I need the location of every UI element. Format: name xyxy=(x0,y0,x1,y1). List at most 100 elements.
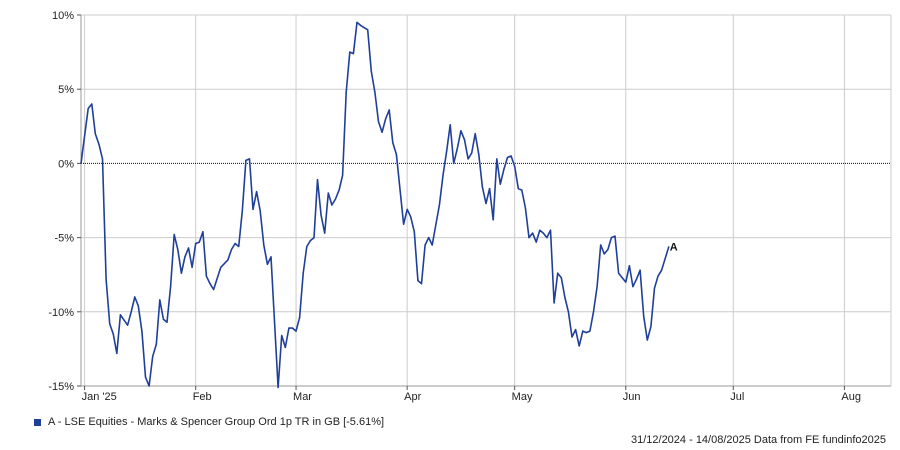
data-point xyxy=(446,150,448,153)
data-point xyxy=(406,208,408,210)
data-point xyxy=(575,329,577,331)
data-point xyxy=(155,343,157,345)
data-point xyxy=(338,189,340,191)
data-point xyxy=(180,272,182,274)
data-point xyxy=(571,336,573,338)
data-point xyxy=(467,158,469,160)
data-point xyxy=(141,330,143,332)
data-point xyxy=(385,118,387,120)
y-axis-ticks: 10% 5% 0% -5% -10% -15% xyxy=(48,10,81,393)
x-tick-label: Apr xyxy=(404,391,421,403)
data-point xyxy=(259,210,261,212)
data-point xyxy=(162,318,164,320)
data-point xyxy=(342,174,344,176)
data-point xyxy=(560,277,562,279)
data-point xyxy=(506,156,509,159)
data-point xyxy=(299,317,301,319)
data-point xyxy=(374,91,376,93)
data-point xyxy=(381,131,383,133)
data-point xyxy=(592,311,595,313)
x-tick-label: Jul xyxy=(730,391,744,403)
data-point xyxy=(632,286,634,288)
data-point xyxy=(392,142,394,144)
data-point xyxy=(284,346,286,348)
data-point xyxy=(557,272,559,274)
data-point xyxy=(453,162,455,164)
x-tick-label: Aug xyxy=(841,391,861,403)
data-point xyxy=(610,237,613,239)
data-point xyxy=(170,286,172,288)
data-point xyxy=(496,158,498,160)
data-point xyxy=(127,324,129,326)
data-point xyxy=(119,314,121,316)
data-point xyxy=(539,229,541,231)
data-point xyxy=(428,237,430,239)
data-point xyxy=(564,296,566,298)
data-point xyxy=(489,188,491,190)
data-point xyxy=(510,155,512,157)
data-point xyxy=(144,376,147,378)
data-point xyxy=(492,219,494,221)
line-chart: 10% 5% 0% -5% -10% -15% Jan '25 Feb Mar Apr May Ju… xyxy=(48,10,892,403)
data-point xyxy=(137,305,139,307)
data-point xyxy=(589,330,591,332)
x-tick-label: May xyxy=(512,391,533,403)
data-point xyxy=(603,253,605,255)
data-point xyxy=(202,231,204,233)
data-point xyxy=(438,204,440,206)
data-point xyxy=(331,204,333,206)
data-point xyxy=(349,51,351,53)
data-point xyxy=(420,283,423,285)
data-source-footer: 31/12/2024 - 14/08/2025 Data from FE fun… xyxy=(630,434,886,446)
data-point xyxy=(295,330,297,332)
data-point xyxy=(474,133,476,135)
data-point xyxy=(485,202,487,205)
y-tick-label: 5% xyxy=(58,84,74,96)
data-point xyxy=(524,207,527,209)
data-point xyxy=(360,24,362,26)
data-point xyxy=(187,247,190,249)
data-point xyxy=(403,223,405,225)
data-point xyxy=(661,269,663,271)
data-point xyxy=(521,189,523,191)
data-point xyxy=(91,103,93,105)
y-tick-label: 10% xyxy=(52,10,74,22)
data-point xyxy=(356,21,358,23)
data-point xyxy=(159,299,161,301)
data-point xyxy=(481,186,483,188)
data-point xyxy=(324,232,326,234)
y-tick-label: 0% xyxy=(58,158,74,170)
data-point xyxy=(628,265,631,267)
data-point xyxy=(352,53,354,55)
data-point xyxy=(460,130,462,132)
data-point xyxy=(431,244,433,246)
data-point xyxy=(94,133,96,135)
data-point xyxy=(252,208,254,210)
data-point xyxy=(528,237,530,239)
data-point xyxy=(302,272,304,274)
data-point xyxy=(582,330,584,332)
data-point xyxy=(410,216,412,218)
data-point xyxy=(600,244,602,246)
data-point xyxy=(503,168,505,170)
data-point xyxy=(227,259,229,261)
series-end-label: A xyxy=(670,242,678,254)
data-point xyxy=(449,124,451,126)
data-point xyxy=(288,327,290,329)
data-point xyxy=(191,266,193,268)
data-point xyxy=(198,241,200,243)
data-point xyxy=(230,248,233,251)
data-point xyxy=(334,198,337,200)
data-point xyxy=(263,244,265,246)
data-point xyxy=(532,232,534,234)
data-point xyxy=(101,158,104,160)
data-point xyxy=(388,109,390,111)
data-point xyxy=(166,321,168,323)
data-point xyxy=(549,229,552,231)
data-point xyxy=(241,210,243,212)
data-point xyxy=(542,232,544,234)
data-point xyxy=(291,327,294,329)
data-point xyxy=(313,237,315,239)
data-point xyxy=(413,231,415,233)
data-point xyxy=(456,148,458,150)
